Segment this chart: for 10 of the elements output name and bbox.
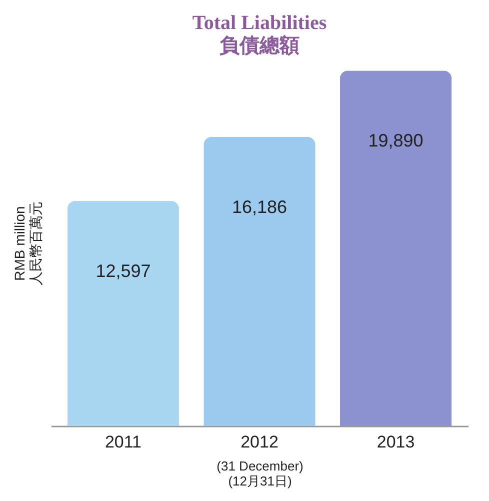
data-label: 19,890 — [368, 130, 424, 151]
chart-title: Total Liabilities — [192, 12, 327, 34]
x-tick-label: 2013 — [376, 432, 415, 452]
chart-subtitle: 負債總額 — [220, 34, 300, 57]
y-axis-title: RMB million 人民幣百萬元 — [12, 202, 44, 286]
x-axis-title: (31 December) (12月31日) — [216, 458, 304, 488]
x-tick-label: 2011 — [104, 432, 142, 452]
data-label: 12,597 — [96, 260, 151, 281]
x-tick-label: 2012 — [240, 432, 278, 452]
data-label: 16,186 — [232, 196, 288, 217]
